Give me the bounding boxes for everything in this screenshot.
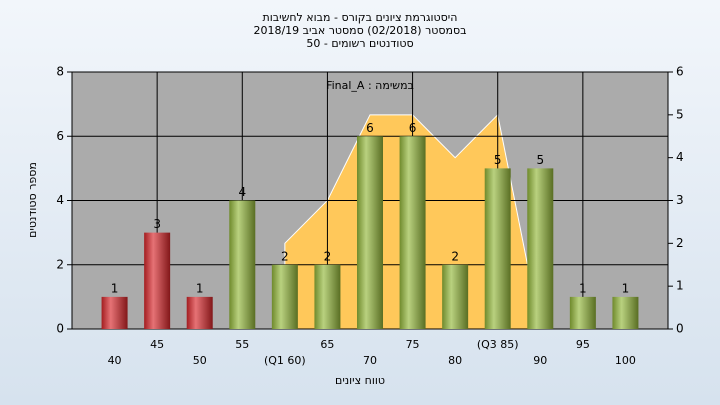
bar	[186, 296, 213, 329]
x-tick-label: 95	[576, 338, 590, 351]
bar	[314, 264, 341, 329]
y2-tick-label: 1	[676, 279, 684, 293]
y2-tick-label: 3	[676, 193, 684, 207]
y2-tick-label: 5	[676, 107, 684, 121]
bar-value-label: 1	[579, 281, 587, 295]
y-tick-label: 4	[56, 193, 64, 207]
bar-value-label: 5	[536, 153, 544, 167]
bar	[399, 136, 426, 329]
x-tick-label: 50	[193, 354, 207, 367]
y-tick-label: 8	[56, 65, 64, 79]
x-tick-label: (Q1 60)	[264, 354, 306, 367]
y-tick-label: 6	[56, 129, 64, 143]
bar	[357, 136, 383, 329]
bar-value-label: 1	[622, 281, 630, 295]
x-axis-label: טווח ציונים	[335, 374, 385, 387]
title-line: בסמסטר (02/2018) סמסטר אביב 2018/19	[253, 24, 466, 37]
bar	[442, 264, 469, 329]
bar-value-label: 1	[111, 281, 119, 295]
y-tick-label: 2	[56, 257, 64, 271]
bar-value-label: 1	[196, 281, 204, 295]
y2-tick-label: 0	[676, 322, 684, 336]
x-tick-label: 40	[108, 354, 122, 367]
bar-value-label: 4	[238, 185, 246, 199]
x-tick-label: 100	[615, 354, 636, 367]
x-tick-label: 75	[406, 338, 420, 351]
bar	[569, 296, 596, 329]
x-tick-label: 70	[363, 354, 377, 367]
title-line: היסטוגרמת ציונים בקורס - מבוא לחשיבות	[263, 11, 458, 24]
bar-value-label: 6	[366, 121, 374, 135]
x-tick-label: 80	[448, 354, 462, 367]
y2-tick-label: 4	[676, 150, 684, 164]
x-tick-label: 55	[235, 338, 249, 351]
y2-tick-label: 2	[676, 236, 684, 250]
bar	[101, 296, 128, 329]
bar	[612, 296, 639, 329]
x-tick-label: 65	[320, 338, 334, 351]
x-tick-label: 90	[533, 354, 547, 367]
x-tick-label: (Q3 85)	[477, 338, 519, 351]
bar-value-label: 2	[451, 249, 459, 263]
bar	[144, 232, 171, 329]
bar	[229, 200, 256, 329]
bar	[271, 264, 298, 329]
x-tick-label: 45	[150, 338, 164, 351]
bar	[484, 168, 511, 329]
y-tick-label: 0	[56, 322, 64, 336]
y2-tick-label: 6	[676, 65, 684, 79]
bar-value-label: 2	[281, 249, 289, 263]
title-line: סטודנטים רשומים - 50	[306, 37, 413, 50]
bar-value-label: 2	[324, 249, 332, 263]
bar	[527, 168, 554, 329]
bar-value-label: 3	[153, 217, 161, 231]
bar-value-label: 5	[494, 153, 502, 167]
bar-value-label: 6	[409, 121, 417, 135]
y-axis-label: מספר סטודנטים	[26, 162, 39, 238]
annotation: במשימה : Final_A	[326, 79, 414, 92]
